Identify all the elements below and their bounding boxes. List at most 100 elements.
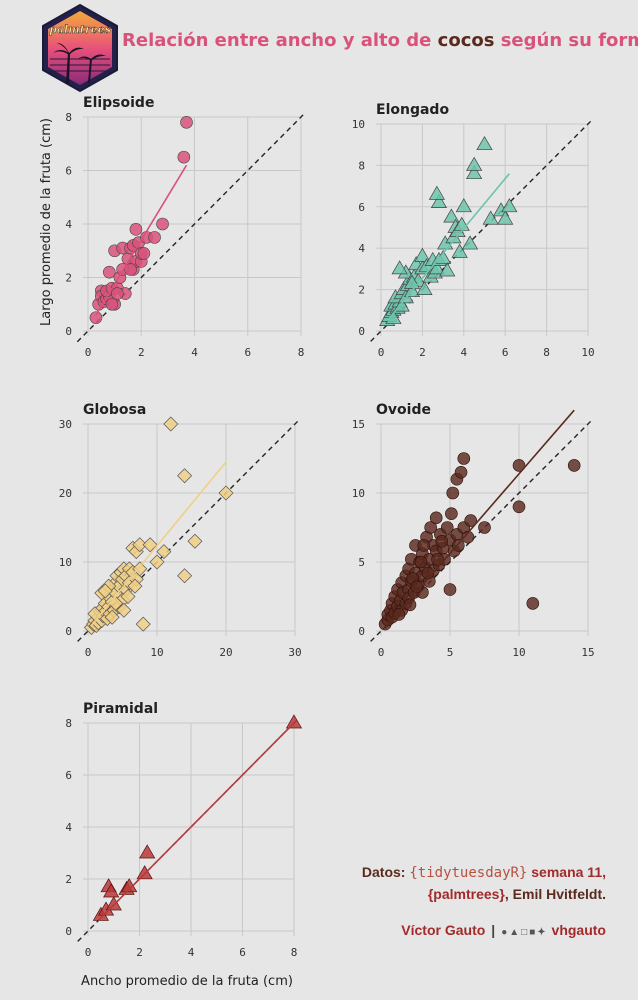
mastodon-icon[interactable]: ■ bbox=[529, 927, 536, 938]
x-tick-label: 8 bbox=[298, 346, 305, 359]
title-pre: Relación entre ancho y alto de bbox=[122, 30, 438, 51]
data-point bbox=[89, 311, 103, 324]
author-handle[interactable]: vhgauto bbox=[551, 922, 606, 938]
data-point bbox=[455, 198, 472, 213]
data-point bbox=[177, 468, 193, 484]
data-point bbox=[187, 533, 203, 549]
data-point bbox=[431, 552, 444, 566]
x-tick-label: 4 bbox=[460, 346, 467, 359]
data-point bbox=[142, 537, 158, 553]
trend-line bbox=[95, 164, 188, 316]
data-point bbox=[135, 616, 151, 632]
instagram-icon[interactable]: □ bbox=[521, 927, 528, 938]
data-point bbox=[163, 416, 179, 432]
x-tick-label: 2 bbox=[419, 346, 426, 359]
data-point bbox=[461, 530, 475, 544]
y-axis-label: Largo promedio de la fruta (cm) bbox=[39, 118, 54, 326]
data-point bbox=[105, 896, 122, 911]
data-point bbox=[497, 210, 514, 225]
y-tick-label: 2 bbox=[65, 873, 72, 886]
data-point bbox=[457, 452, 471, 465]
data-point bbox=[424, 521, 437, 534]
data-point bbox=[132, 537, 148, 553]
y-tick-label: 4 bbox=[358, 242, 365, 255]
trend-line bbox=[384, 409, 575, 629]
data-point bbox=[512, 459, 526, 472]
data-point bbox=[435, 534, 449, 548]
author-separator: | bbox=[491, 922, 496, 938]
data-point bbox=[129, 223, 143, 236]
trend-line bbox=[386, 173, 510, 322]
trend-line bbox=[90, 461, 227, 626]
x-tick-label: 10 bbox=[512, 646, 525, 659]
data-point bbox=[156, 544, 172, 560]
panel-ovoide: 0 5 10 15 0 5 10 15 Ovoide bbox=[352, 402, 595, 659]
points bbox=[378, 452, 581, 631]
y-tick-label: 4 bbox=[65, 821, 72, 834]
data-point bbox=[137, 247, 151, 260]
points bbox=[83, 416, 234, 636]
x-tick-label: 0 bbox=[85, 346, 92, 359]
data-point bbox=[440, 521, 454, 534]
x-tick-label: 0 bbox=[378, 346, 385, 359]
y-tick-label: 20 bbox=[59, 487, 72, 500]
data-point bbox=[132, 561, 148, 577]
panel-title: Elongado bbox=[376, 102, 449, 118]
y-tick-label: 0 bbox=[65, 625, 72, 638]
y-tick-label: 0 bbox=[358, 325, 365, 338]
panel-elongado: 0 2 4 6 8 10 0 2 4 6 8 10 Elongado bbox=[352, 102, 595, 359]
x-tick-label: 2 bbox=[138, 346, 145, 359]
data-point bbox=[501, 198, 518, 213]
credits-label: Datos: bbox=[361, 864, 406, 880]
panel-piramidal: 0 2 4 6 8 0 2 4 6 8 Piramidal bbox=[65, 701, 303, 959]
x-tick-label: 0 bbox=[85, 946, 92, 959]
data-point bbox=[476, 135, 493, 151]
data-point bbox=[466, 156, 483, 171]
bluesky-icon[interactable]: ✦ bbox=[537, 927, 546, 938]
x-tick-label: 8 bbox=[543, 346, 550, 359]
data-point bbox=[439, 262, 456, 277]
x-tick-label: 4 bbox=[188, 946, 195, 959]
data-point bbox=[127, 578, 143, 594]
x-axis-label: Ancho promedio de la fruta (cm) bbox=[81, 974, 293, 989]
y-tick-label: 5 bbox=[358, 556, 365, 569]
data-point bbox=[139, 844, 156, 859]
y-tick-label: 15 bbox=[352, 418, 365, 431]
y-tick-label: 0 bbox=[358, 625, 365, 638]
x-tick-label: 30 bbox=[288, 646, 301, 659]
data-point bbox=[451, 243, 468, 258]
x-tick-label: 5 bbox=[447, 646, 454, 659]
data-point bbox=[478, 521, 491, 534]
palmtrees-logo: palmtrees bbox=[42, 3, 118, 93]
data-point bbox=[136, 865, 153, 880]
data-point bbox=[466, 164, 483, 180]
data-credits: Datos: {tidytuesdayR} semana 11, {palmtr… bbox=[362, 862, 606, 905]
y-tick-label: 10 bbox=[352, 118, 365, 131]
data-point bbox=[180, 116, 193, 129]
github-icon[interactable]: ● bbox=[501, 927, 508, 938]
x-tick-label: 0 bbox=[85, 646, 92, 659]
x-tick-label: 6 bbox=[502, 346, 509, 359]
data-point bbox=[526, 597, 540, 610]
data-point bbox=[454, 465, 468, 479]
x-tick-label: 6 bbox=[244, 346, 251, 359]
y-tick-label: 4 bbox=[65, 218, 72, 231]
data-point bbox=[428, 185, 445, 200]
data-point bbox=[218, 485, 234, 501]
data-point bbox=[104, 609, 120, 625]
twitter-icon[interactable]: ▲ bbox=[509, 927, 520, 938]
y-tick-label: 8 bbox=[65, 111, 72, 124]
y-tick-label: 8 bbox=[358, 159, 365, 172]
y-tick-label: 0 bbox=[65, 925, 72, 938]
x-tick-label: 2 bbox=[136, 946, 143, 959]
data-point bbox=[428, 260, 445, 275]
x-tick-label: 8 bbox=[291, 946, 298, 959]
panel-title: Ovoide bbox=[376, 402, 431, 418]
data-point bbox=[443, 208, 460, 223]
panel-title: Elipsoide bbox=[83, 95, 154, 111]
data-point bbox=[461, 235, 479, 250]
data-point bbox=[177, 150, 191, 164]
data-point bbox=[482, 210, 499, 225]
panel-globosa: 0 10 20 30 0 10 20 30 Globosa bbox=[59, 402, 302, 659]
x-tick-label: 6 bbox=[239, 946, 246, 959]
